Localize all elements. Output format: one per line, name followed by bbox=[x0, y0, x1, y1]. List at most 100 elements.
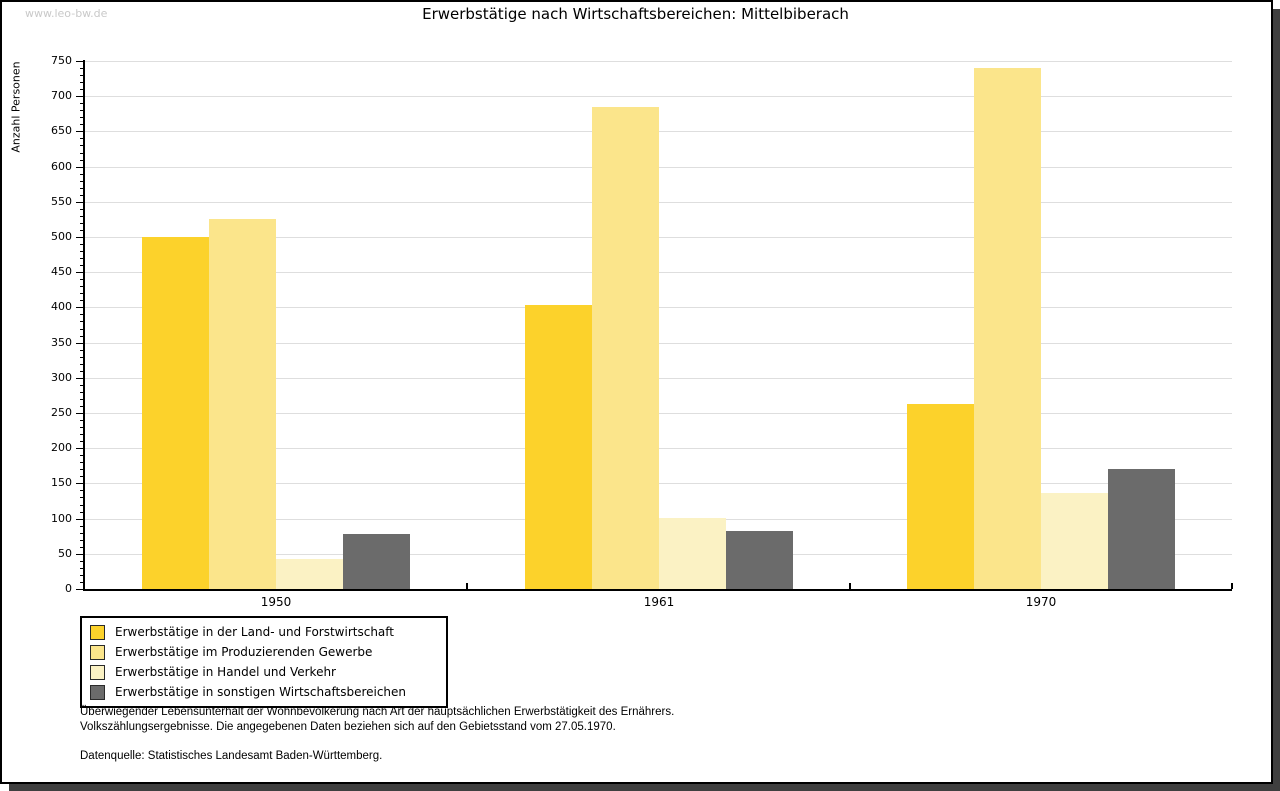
y-tick-label: 700 bbox=[51, 89, 72, 102]
y-major-tick bbox=[76, 343, 84, 344]
y-major-tick bbox=[76, 202, 84, 203]
y-minor-tick bbox=[80, 497, 84, 498]
y-minor-tick bbox=[80, 181, 84, 182]
y-minor-tick bbox=[80, 216, 84, 217]
bar bbox=[907, 404, 974, 589]
y-tick-label: 0 bbox=[65, 582, 72, 595]
y-minor-tick bbox=[80, 209, 84, 210]
y-minor-tick bbox=[80, 160, 84, 161]
y-minor-tick bbox=[80, 512, 84, 513]
y-tick-label: 150 bbox=[51, 476, 72, 489]
y-major-tick bbox=[76, 96, 84, 97]
y-minor-tick bbox=[80, 188, 84, 189]
y-tick-label: 600 bbox=[51, 160, 72, 173]
y-minor-tick bbox=[80, 582, 84, 583]
y-minor-tick bbox=[80, 441, 84, 442]
y-minor-tick bbox=[80, 533, 84, 534]
footnote-line-1: Überwiegender Lebensunterhalt der Wohnbe… bbox=[80, 706, 675, 718]
y-minor-tick bbox=[80, 293, 84, 294]
legend-swatch bbox=[90, 684, 105, 700]
y-minor-tick bbox=[80, 540, 84, 541]
bar bbox=[276, 559, 343, 589]
x-axis-tick bbox=[1231, 583, 1233, 589]
legend-row: Erwerbstätige im Produzierenden Gewerbe bbox=[90, 642, 446, 662]
y-minor-tick bbox=[80, 392, 84, 393]
bar bbox=[1108, 469, 1175, 589]
y-tick-label: 550 bbox=[51, 195, 72, 208]
legend-box: Erwerbstätige in der Land- und Forstwirt… bbox=[80, 616, 448, 708]
bar bbox=[525, 305, 592, 589]
y-major-tick bbox=[76, 413, 84, 414]
frame-shadow-right bbox=[1273, 9, 1280, 791]
y-minor-tick bbox=[80, 505, 84, 506]
legend-label: Erwerbstätige in Handel und Verkehr bbox=[115, 665, 336, 679]
y-minor-tick bbox=[80, 399, 84, 400]
frame-shadow-bottom bbox=[9, 784, 1280, 791]
gridline bbox=[85, 96, 1232, 97]
y-minor-tick bbox=[80, 526, 84, 527]
watermark: www.leo-bw.de bbox=[25, 7, 108, 20]
legend-row: Erwerbstätige in sonstigen Wirtschaftsbe… bbox=[90, 682, 446, 702]
y-major-tick bbox=[76, 483, 84, 484]
y-minor-tick bbox=[80, 568, 84, 569]
y-tick-label: 400 bbox=[51, 300, 72, 313]
y-major-tick bbox=[76, 448, 84, 449]
bar bbox=[343, 534, 410, 589]
y-minor-tick bbox=[80, 364, 84, 365]
y-minor-tick bbox=[80, 462, 84, 463]
y-minor-tick bbox=[80, 265, 84, 266]
y-minor-tick bbox=[80, 117, 84, 118]
legend-row: Erwerbstätige in Handel und Verkehr bbox=[90, 662, 446, 682]
y-minor-tick bbox=[80, 350, 84, 351]
y-minor-tick bbox=[80, 329, 84, 330]
bar bbox=[974, 68, 1041, 589]
y-major-tick bbox=[76, 307, 84, 308]
y-major-tick bbox=[76, 131, 84, 132]
source-text: Datenquelle: Statistisches Landesamt Bad… bbox=[80, 750, 383, 762]
legend-swatch bbox=[90, 644, 105, 660]
footnote-text: Überwiegender Lebensunterhalt der Wohnbe… bbox=[80, 705, 674, 734]
y-tick-label: 200 bbox=[51, 441, 72, 454]
y-minor-tick bbox=[80, 427, 84, 428]
y-minor-tick bbox=[80, 385, 84, 386]
legend-label: Erwerbstätige in sonstigen Wirtschaftsbe… bbox=[115, 685, 407, 699]
legend-label: Erwerbstätige in der Land- und Forstwirt… bbox=[115, 625, 394, 639]
y-minor-tick bbox=[80, 124, 84, 125]
bar bbox=[726, 531, 793, 589]
y-tick-label: 750 bbox=[51, 54, 72, 67]
y-minor-tick bbox=[80, 251, 84, 252]
y-major-tick bbox=[76, 519, 84, 520]
y-minor-tick bbox=[80, 434, 84, 435]
y-minor-tick bbox=[80, 547, 84, 548]
y-minor-tick bbox=[80, 314, 84, 315]
legend-label: Erwerbstätige im Produzierenden Gewerbe bbox=[115, 645, 373, 659]
y-axis-line bbox=[83, 60, 85, 591]
y-minor-tick bbox=[80, 103, 84, 104]
y-axis-label: Anzahl Personen bbox=[9, 61, 23, 153]
y-minor-tick bbox=[80, 230, 84, 231]
y-minor-tick bbox=[80, 371, 84, 372]
y-minor-tick bbox=[80, 138, 84, 139]
y-minor-tick bbox=[80, 75, 84, 76]
x-category-label: 1950 bbox=[260, 595, 292, 609]
y-tick-label: 250 bbox=[51, 406, 72, 419]
y-major-tick bbox=[76, 378, 84, 379]
y-minor-tick bbox=[80, 258, 84, 259]
y-minor-tick bbox=[80, 244, 84, 245]
y-minor-tick bbox=[80, 420, 84, 421]
legend-swatch bbox=[90, 624, 105, 640]
y-minor-tick bbox=[80, 300, 84, 301]
y-minor-tick bbox=[80, 469, 84, 470]
y-major-tick bbox=[76, 61, 84, 62]
y-minor-tick bbox=[80, 321, 84, 322]
y-tick-label: 650 bbox=[51, 124, 72, 137]
y-tick-label: 350 bbox=[51, 336, 72, 349]
bar bbox=[142, 237, 209, 589]
y-tick-label: 500 bbox=[51, 230, 72, 243]
y-major-tick bbox=[76, 589, 84, 590]
y-tick-label: 50 bbox=[58, 547, 72, 560]
footnote-line-2: Volkszählungsergebnisse. Die angegebenen… bbox=[80, 720, 616, 733]
bar bbox=[1041, 493, 1108, 589]
x-axis-line bbox=[83, 589, 1232, 591]
